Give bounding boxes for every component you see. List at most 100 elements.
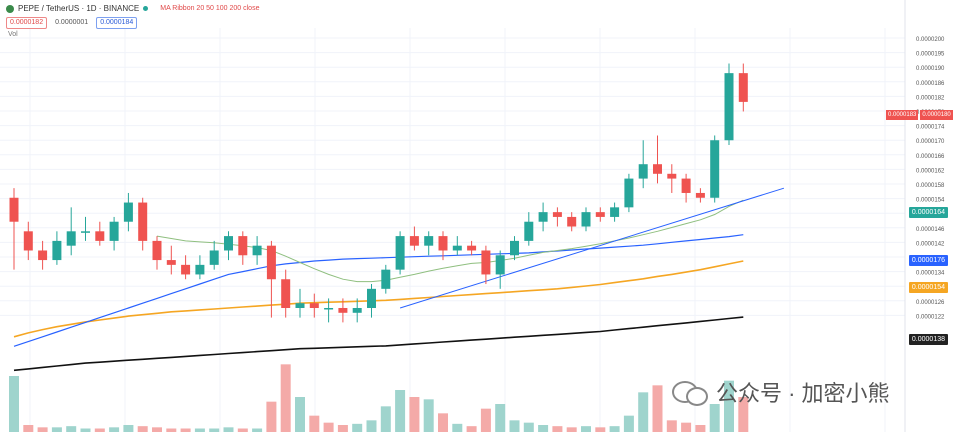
volume-bar	[423, 399, 434, 432]
volume-bar	[123, 425, 134, 432]
spread-box: 0.0000001	[55, 19, 89, 26]
volume-bar	[80, 428, 91, 432]
volume-bar	[523, 422, 534, 432]
candle-body	[552, 212, 562, 217]
market-status-icon	[143, 6, 149, 11]
y-tick-label: 0.0000162	[916, 168, 945, 174]
ma20-price-tag: 0.0000164	[908, 207, 948, 218]
candle-body	[738, 73, 748, 102]
candle-body	[638, 164, 648, 179]
y-tick-label: 0.0000142	[916, 241, 945, 247]
watermark: 公众号 · 加密小熊	[672, 376, 890, 408]
last-price-b: 0.0000180	[920, 110, 953, 120]
volume-bar	[137, 426, 148, 432]
volume-bar	[266, 401, 277, 432]
candle-body	[81, 231, 90, 233]
y-tick-label: 0.0000195	[916, 52, 945, 58]
candle-body	[166, 260, 176, 265]
candle-body	[38, 250, 48, 261]
candle-body	[352, 307, 362, 313]
volume-bar	[295, 397, 305, 432]
candle-body	[224, 236, 233, 251]
candle-body	[567, 216, 577, 227]
y-tick-label: 0.0000182	[916, 95, 945, 101]
candle-body	[309, 303, 319, 308]
candle-body	[695, 192, 705, 198]
candle-body	[209, 250, 219, 265]
candle-body	[710, 140, 720, 198]
candle-body	[610, 207, 620, 217]
volume-bar	[480, 408, 491, 432]
volume-bar	[438, 413, 448, 432]
y-tick-label: 0.0000190	[916, 66, 945, 72]
symbol-label[interactable]: PEPE / TetherUS · 1D · BINANCE	[18, 4, 140, 13]
volume-bar	[623, 415, 634, 432]
volume-bar	[509, 420, 520, 432]
candle-body	[9, 197, 19, 222]
volume-bar	[352, 423, 363, 432]
chart-header: PEPE / TetherUS · 1D · BINANCE MA Ribbon…	[6, 4, 259, 13]
candle-body	[66, 231, 76, 246]
volume-bar	[9, 376, 19, 432]
candle-body	[52, 240, 62, 261]
volume-bar	[738, 397, 749, 432]
volume-bar	[152, 427, 162, 432]
volume-bar	[495, 404, 506, 432]
candle-body	[338, 307, 348, 313]
volume-bar	[366, 420, 377, 432]
candle-body	[324, 307, 334, 310]
buy-price-box[interactable]: 0.0000184	[96, 17, 138, 29]
volume-bar	[237, 428, 248, 432]
candle-body	[281, 279, 291, 308]
y-tick-label: 0.0000174	[916, 125, 945, 131]
ma100-line	[13, 260, 744, 338]
volume-bar	[166, 428, 177, 432]
volume-bar	[609, 426, 620, 432]
ma50-price-tag: 0.0000176	[908, 255, 948, 266]
volume-bar	[395, 390, 406, 432]
candle-body	[395, 236, 405, 270]
indicator-label[interactable]: MA Ribbon 20 50 100 200 close	[160, 5, 260, 12]
candle-body	[381, 269, 391, 289]
y-tick-label: 0.0000200	[916, 37, 945, 43]
volume-bar	[409, 397, 420, 432]
candle-body	[424, 236, 434, 246]
y-tick-label: 0.0000154	[916, 198, 945, 204]
sell-price-box[interactable]: 0.0000182	[6, 17, 48, 29]
volume-bar	[452, 423, 463, 432]
y-tick-label: 0.0000186	[916, 81, 945, 87]
price-box-row: 0.0000182 0.0000001 0.0000184	[6, 17, 138, 29]
ma200-line	[13, 316, 744, 372]
last-price-tag: 0.0000183 0.0000180	[886, 110, 953, 120]
candle-body	[624, 178, 634, 208]
volume-bar	[180, 428, 191, 432]
candle-body	[409, 236, 419, 246]
volume-bar	[66, 426, 77, 432]
volume-bar	[666, 420, 677, 432]
y-tick-label: 0.0000158	[916, 183, 945, 189]
volume-bar	[209, 428, 220, 432]
volume-bar	[638, 392, 649, 432]
candle-body	[266, 245, 276, 280]
candle-body	[510, 240, 519, 256]
candle-body	[295, 303, 305, 308]
volume-bar	[552, 426, 563, 432]
candle-body	[109, 221, 119, 241]
y-tick-label: 0.0000134	[916, 271, 945, 277]
candle-body	[438, 236, 448, 251]
candle-body	[524, 221, 534, 241]
candle-body	[367, 288, 376, 308]
y-tick-label: 0.0000146	[916, 227, 945, 233]
volume-bar	[652, 385, 663, 432]
y-tick-label: 0.0000170	[916, 139, 945, 145]
candle-body	[95, 231, 105, 241]
volume-bar	[681, 422, 692, 432]
candle-body	[181, 264, 191, 275]
wechat-icon	[672, 377, 708, 407]
volume-bar	[466, 426, 477, 432]
candle-body	[595, 212, 605, 217]
pepe-logo-icon	[6, 4, 14, 13]
volume-bar	[581, 426, 591, 432]
volume-bar	[51, 427, 62, 432]
